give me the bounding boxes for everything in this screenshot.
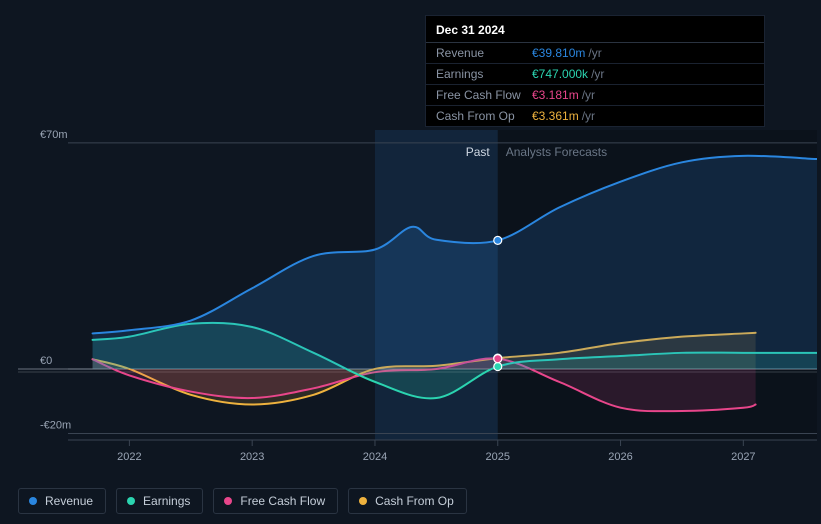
marker-earnings[interactable] (494, 363, 502, 371)
tooltip-row: Free Cash Flow€3.181m/yr (426, 85, 764, 106)
marker-revenue[interactable] (494, 236, 502, 244)
legend-label: Revenue (45, 494, 93, 508)
x-tick-label: 2022 (117, 451, 141, 463)
legend: Revenue Earnings Free Cash Flow Cash From O… (18, 488, 803, 514)
x-tick-label: 2027 (731, 451, 755, 463)
legend-item-free-cash-flow[interactable]: Free Cash Flow (213, 488, 338, 514)
y-tick-label: €70m (40, 129, 68, 141)
tooltip-value: €3.361m (532, 109, 579, 123)
tooltip-unit: /yr (588, 46, 601, 60)
x-tick-label: 2024 (363, 451, 387, 463)
chart-tooltip: Dec 31 2024 Revenue€39.810m/yrEarnings€7… (425, 15, 765, 127)
legend-dot-icon (29, 497, 37, 505)
y-tick-label: -€20m (40, 420, 71, 432)
tooltip-unit: /yr (591, 67, 604, 81)
legend-dot-icon (359, 497, 367, 505)
past-label: Past (466, 145, 491, 159)
legend-item-earnings[interactable]: Earnings (116, 488, 203, 514)
tooltip-row: Revenue€39.810m/yr (426, 43, 764, 64)
legend-label: Cash From Op (375, 494, 454, 508)
y-tick-label: €0 (40, 355, 52, 367)
tooltip-label: Revenue (436, 46, 532, 60)
tooltip-title: Dec 31 2024 (426, 16, 764, 43)
forecast-label: Analysts Forecasts (506, 145, 607, 159)
legend-dot-icon (224, 497, 232, 505)
tooltip-unit: /yr (582, 88, 595, 102)
tooltip-label: Cash From Op (436, 109, 532, 123)
legend-item-cash-from-op[interactable]: Cash From Op (348, 488, 467, 514)
legend-label: Free Cash Flow (240, 494, 325, 508)
tooltip-value: €39.810m (532, 46, 585, 60)
tooltip-unit: /yr (582, 109, 595, 123)
marker-free-cash-flow[interactable] (494, 355, 502, 363)
tooltip-label: Earnings (436, 67, 532, 81)
tooltip-row: Earnings€747.000k/yr (426, 64, 764, 85)
tooltip-label: Free Cash Flow (436, 88, 532, 102)
legend-dot-icon (127, 497, 135, 505)
x-tick-label: 2025 (486, 451, 510, 463)
legend-label: Earnings (143, 494, 190, 508)
x-tick-label: 2026 (608, 451, 632, 463)
legend-item-revenue[interactable]: Revenue (18, 488, 106, 514)
tooltip-row: Cash From Op€3.361m/yr (426, 106, 764, 126)
tooltip-value: €747.000k (532, 67, 588, 81)
tooltip-value: €3.181m (532, 88, 579, 102)
x-tick-label: 2023 (240, 451, 264, 463)
